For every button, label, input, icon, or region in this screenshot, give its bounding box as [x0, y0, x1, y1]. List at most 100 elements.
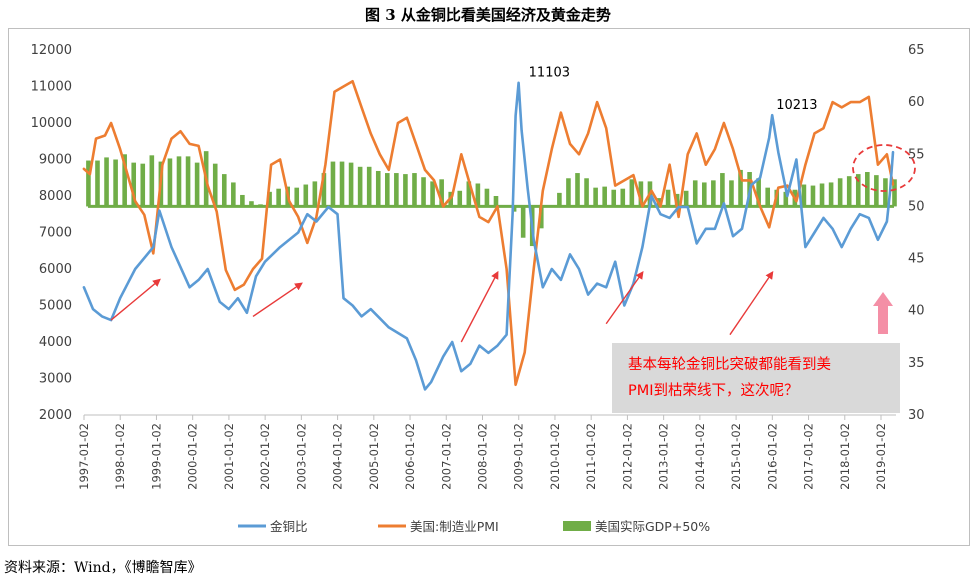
y-left-tick-label: 10000 [31, 116, 72, 131]
x-tick-label: 2012-01-02 [620, 423, 634, 490]
x-tick-label: 2001-01-02 [222, 423, 236, 490]
gdp-bar [557, 192, 562, 207]
legend-label: 金铜比 [270, 519, 308, 534]
gdp-bar [457, 190, 463, 207]
callout-line-1: 基本每轮金铜比突破都能看到美 [628, 356, 831, 373]
gdp-bar [620, 188, 626, 207]
gdp-bar [701, 182, 707, 207]
gdp-bar [339, 161, 345, 207]
gdp-bar [439, 179, 444, 207]
legend-swatch [563, 521, 591, 531]
x-tick-label: 2003-01-02 [294, 423, 308, 490]
gdp-bar [321, 173, 327, 207]
gdp-bar [95, 160, 100, 207]
trend-arrow [252, 282, 303, 318]
x-tick-label: 2019-01-02 [874, 423, 888, 490]
gdp-bar [221, 174, 227, 207]
gdp-bar [466, 181, 472, 207]
gdp-bar [475, 183, 481, 207]
x-tick-label: 2000-01-02 [186, 423, 200, 490]
x-tick-label: 2018-01-02 [838, 423, 852, 490]
y-left-tick-label: 5000 [39, 299, 72, 314]
gdp-bar [303, 184, 309, 207]
gdp-bar [611, 189, 617, 207]
gdp-bar [756, 178, 761, 207]
gdp-bar [240, 194, 245, 207]
trend-arrow [110, 278, 161, 321]
gdp-bar [267, 191, 272, 207]
source-note: 资料来源：Wind，《博瞻智库》 [4, 560, 202, 576]
gdp-bar [231, 182, 236, 207]
gdp-bar [638, 181, 644, 207]
gdp-bar [194, 162, 200, 207]
gdp-bar [865, 172, 870, 207]
y-left-tick-label: 11000 [31, 80, 72, 95]
gdp-bar [412, 173, 417, 207]
gdp-bar [765, 187, 770, 207]
gdp-bar [511, 206, 517, 212]
gdp-bar [729, 180, 734, 207]
gdp-bar [892, 179, 897, 207]
peak-annotation: 10213 [776, 98, 817, 113]
gdp-bar [421, 177, 426, 207]
gdp-bar [167, 158, 173, 207]
gdp-bar [629, 179, 635, 207]
gdp-bar [837, 178, 843, 207]
gdp-bar [810, 185, 816, 207]
legend-label: 美国:制造业PMI [410, 519, 499, 534]
gdp-bar [394, 173, 399, 207]
gdp-bar [104, 157, 109, 207]
up-arrow-icon [873, 292, 893, 334]
gdp-bar [566, 178, 571, 207]
x-tick-label: 2011-01-02 [584, 423, 598, 490]
y-left-tick-label: 7000 [39, 226, 72, 241]
x-tick-label: 1999-01-02 [149, 423, 163, 490]
gdp-bar [692, 180, 698, 207]
y-left-tick-label: 8000 [39, 189, 72, 204]
gdp-bar [493, 196, 499, 207]
gdp-bar [828, 182, 834, 207]
gdp-bar [738, 169, 743, 207]
y-right-tick-label: 65 [908, 43, 925, 58]
y-right-tick-label: 45 [908, 252, 925, 267]
y-right-tick-label: 55 [908, 147, 925, 162]
x-tick-label: 2002-01-02 [258, 423, 272, 490]
gdp-bar [330, 161, 336, 207]
gdp-bar [538, 206, 544, 229]
gdp-bar [711, 180, 716, 207]
gdp-bar [855, 174, 861, 207]
gdp-bar [212, 163, 218, 207]
gdp-bar [801, 184, 807, 207]
gdp-bar [113, 159, 118, 207]
gdp-bar [683, 190, 689, 207]
gdp-bar [520, 206, 526, 238]
gdp-bar [846, 176, 852, 207]
y-left-tick-label: 4000 [39, 335, 72, 350]
x-tick-label: 2004-01-02 [331, 423, 345, 490]
x-tick-label: 2017-01-02 [802, 423, 816, 490]
x-tick-label: 1998-01-02 [113, 423, 127, 490]
callout-box [612, 343, 900, 413]
gdp-bar [602, 186, 607, 207]
gdp-bar [665, 189, 671, 207]
gdp-bar [348, 162, 354, 207]
trend-arrow [460, 270, 499, 343]
y-right-tick-label: 40 [908, 304, 925, 319]
gdp-bar [720, 173, 725, 207]
gdp-bar [883, 178, 888, 207]
y-left-tick-label: 2000 [39, 408, 72, 423]
highlight-circle [852, 144, 916, 192]
gdp-bar [312, 181, 318, 207]
x-tick-label: 2007-01-02 [439, 423, 453, 490]
gdp-bar [294, 187, 300, 207]
figure-title: 图 3 从金铜比看美国经济及黄金走势 [365, 6, 611, 24]
gdp-bar [149, 155, 155, 207]
gdp-bar [430, 181, 435, 207]
gdp-bar [584, 178, 589, 207]
gdp-bar [185, 156, 191, 207]
gdp-bar [385, 173, 390, 207]
x-tick-label: 2008-01-02 [476, 423, 490, 490]
chart-frame [8, 28, 970, 546]
y-left-tick-label: 12000 [31, 43, 72, 58]
